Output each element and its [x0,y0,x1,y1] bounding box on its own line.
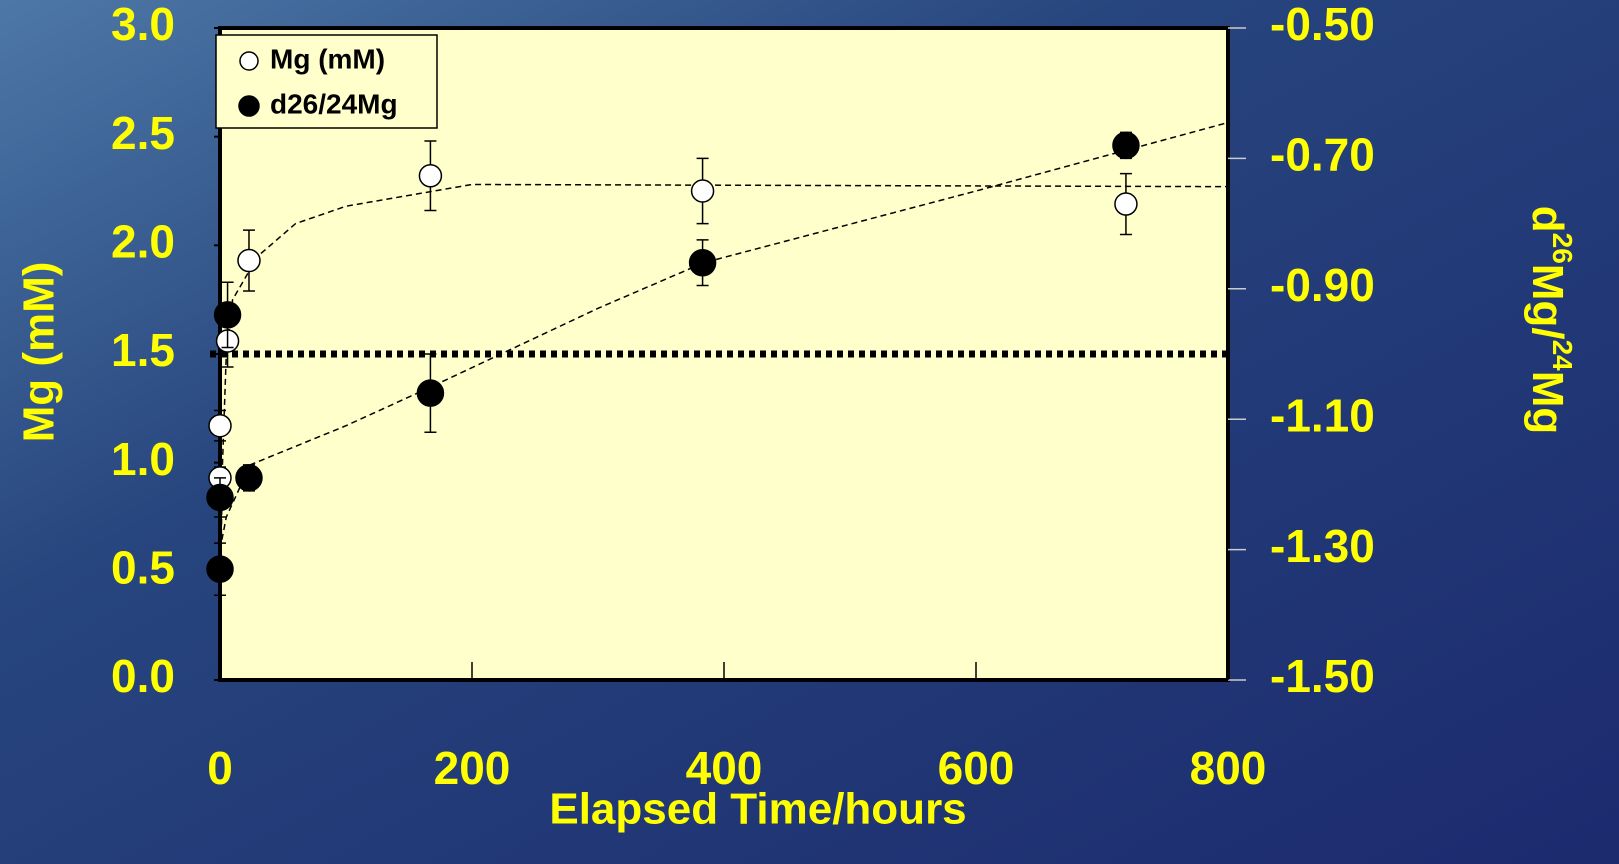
point [1112,131,1140,160]
y-tick-label: 1.0 [111,433,175,485]
point [690,179,715,203]
legend-label: d26/24Mg [270,88,398,119]
y2-tick-label: -1.50 [1270,650,1375,702]
point [418,164,443,188]
y2-tick-label: -0.50 [1270,0,1375,50]
y2-axis-title: d26Mg/24Mg [1523,206,1578,435]
y2-axis-title-part: 24 [1547,340,1578,372]
legend-marker [239,51,259,71]
x-tick-label: 400 [686,742,763,794]
y2-axis-title-part: d [1523,206,1572,233]
y-tick-label: 0.5 [111,541,175,593]
point [688,248,717,277]
y-tick-label: 2.0 [111,215,175,267]
point [235,464,263,492]
y-tick-label: 1.5 [111,324,175,376]
y-tick-label: 0.0 [111,650,175,702]
y2-tick-label: -0.90 [1270,259,1375,311]
point [416,379,445,407]
x-axis-title: Elapsed Time/hours [549,785,966,834]
point [208,413,232,438]
y2-axis-title-part: Mg [1523,371,1572,435]
trendline [219,121,1229,550]
y2-axis-title-part: Mg/ [1523,264,1572,340]
y2-axis-title-part: 26 [1547,233,1578,264]
point [237,248,261,273]
y-tick-label: 2.5 [111,107,175,159]
y2-tick-label: -1.10 [1270,389,1375,441]
legend-label: Mg (mM) [270,43,385,74]
x-tick-label: 800 [1190,742,1267,794]
x-tick-label: 200 [434,742,511,794]
y2-tick-label: -1.30 [1270,520,1375,572]
y-axis-title: Mg (mM) [15,262,64,443]
point [206,483,234,512]
legend-marker [238,95,260,117]
point [1114,192,1138,216]
point [206,555,234,583]
x-tick-label: 0 [207,742,233,794]
legend: Mg (mM) d26/24Mg [215,34,438,129]
y-tick-label: 3.0 [111,0,175,50]
x-tick-label: 600 [938,742,1015,794]
y2-tick-label: -0.70 [1270,129,1375,181]
point [213,301,242,329]
